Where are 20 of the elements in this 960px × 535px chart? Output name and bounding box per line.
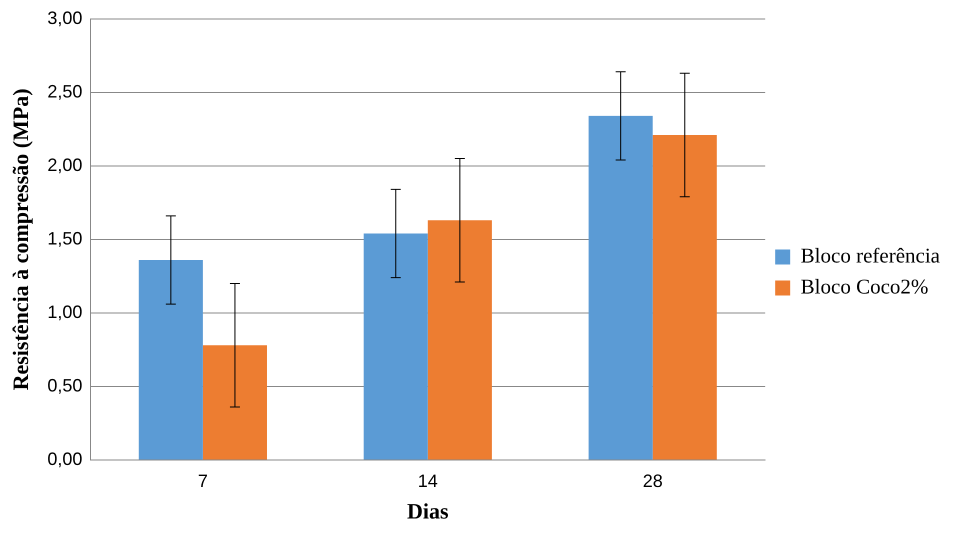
legend-label: Bloco referência xyxy=(800,244,941,268)
bar xyxy=(652,134,717,460)
x-tick-label: 7 xyxy=(198,470,208,491)
x-tick-label: 14 xyxy=(418,470,438,491)
x-tick-label: 28 xyxy=(642,470,663,491)
y-tick-label: 1,50 xyxy=(47,228,82,248)
bar xyxy=(138,260,203,460)
y-axis-title: Resistência à compressão (MPa) xyxy=(8,88,33,390)
bar xyxy=(364,234,428,460)
bar xyxy=(428,220,492,460)
y-tick-label: 2,50 xyxy=(47,81,82,102)
y-tick-label: 0,00 xyxy=(47,448,82,469)
y-tick-label: 1,00 xyxy=(47,302,82,322)
legend-label: Bloco Coco2% xyxy=(800,274,928,299)
x-axis-title: Dias xyxy=(407,498,450,524)
y-tick-label: 2,00 xyxy=(47,154,82,175)
bar xyxy=(588,116,653,460)
y-tick-label: 3,00 xyxy=(47,8,82,28)
bar xyxy=(202,345,267,460)
y-tick-label: 0,50 xyxy=(47,375,82,396)
